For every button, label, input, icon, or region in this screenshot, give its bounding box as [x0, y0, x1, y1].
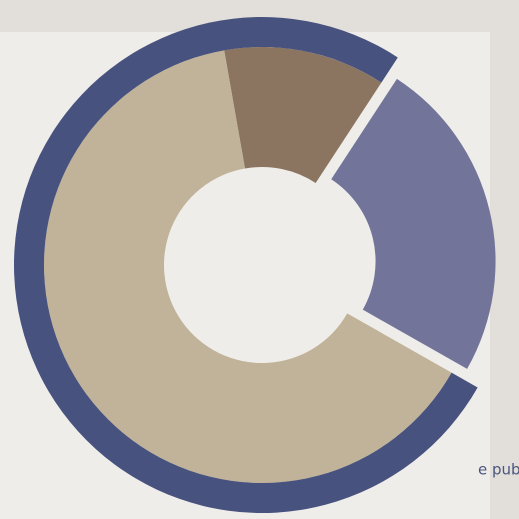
donut [13, 17, 496, 514]
donut-segment [331, 78, 496, 369]
annotation: e public [478, 461, 519, 479]
donut-segment [43, 50, 452, 484]
donut-segment [224, 47, 382, 183]
